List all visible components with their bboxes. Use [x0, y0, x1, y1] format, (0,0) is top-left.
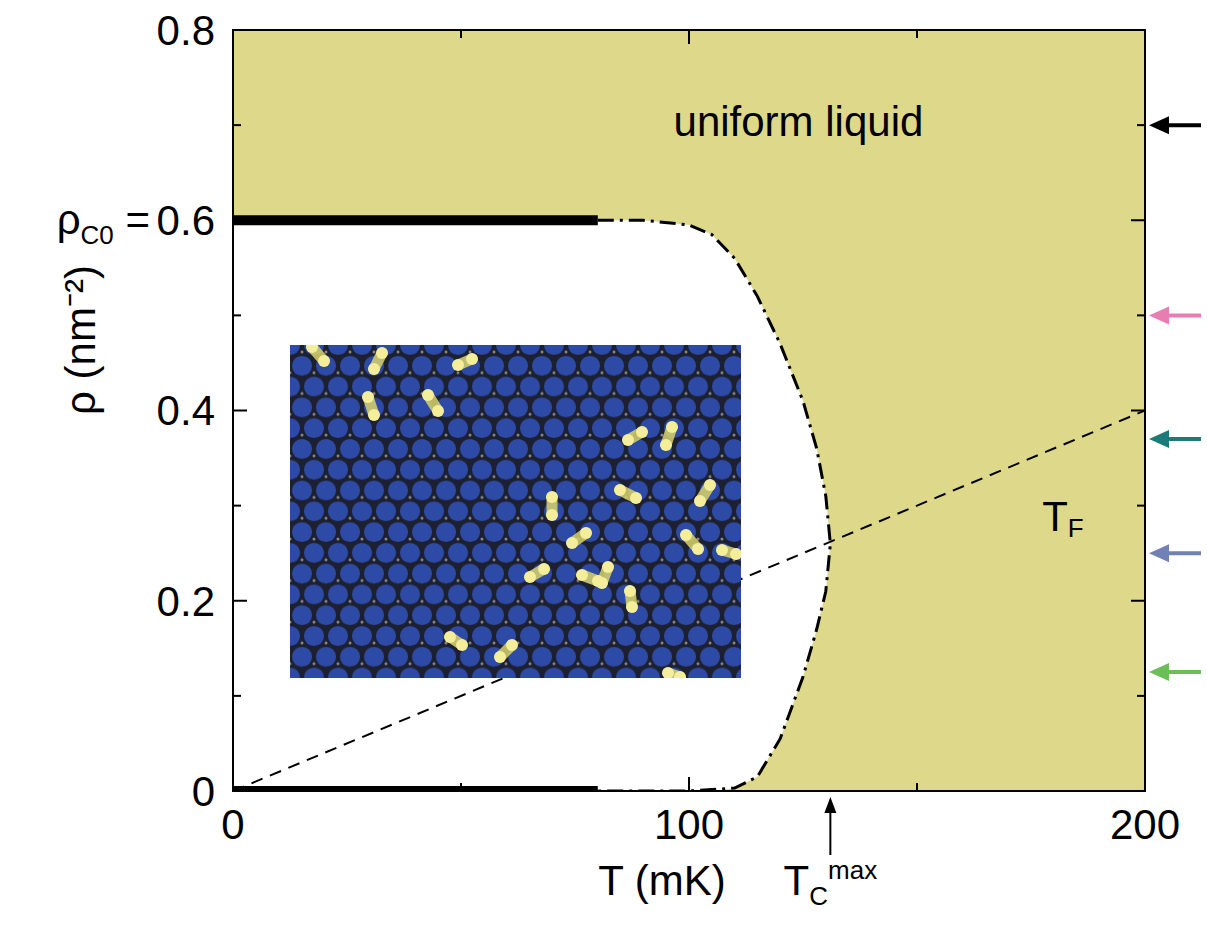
- svg-text:0: 0: [192, 768, 215, 815]
- svg-text:T (mK): T (mK): [598, 857, 726, 904]
- svg-text:0: 0: [221, 801, 244, 848]
- svg-text:uniform liquid: uniform liquid: [674, 98, 924, 145]
- svg-text:TCmax: TCmax: [784, 855, 878, 911]
- svg-text:0.6: 0.6: [157, 197, 215, 244]
- svg-text:TF: TF: [1042, 493, 1084, 543]
- svg-text:0.8: 0.8: [157, 7, 215, 54]
- svg-text:ρC0 =: ρC0 =: [57, 196, 150, 250]
- svg-text:0.4: 0.4: [157, 387, 215, 434]
- svg-text:ρ (nm⁻²): ρ (nm⁻²): [57, 265, 104, 415]
- svg-text:200: 200: [1110, 801, 1180, 848]
- svg-text:0.2: 0.2: [157, 578, 215, 625]
- svg-text:100: 100: [654, 801, 724, 848]
